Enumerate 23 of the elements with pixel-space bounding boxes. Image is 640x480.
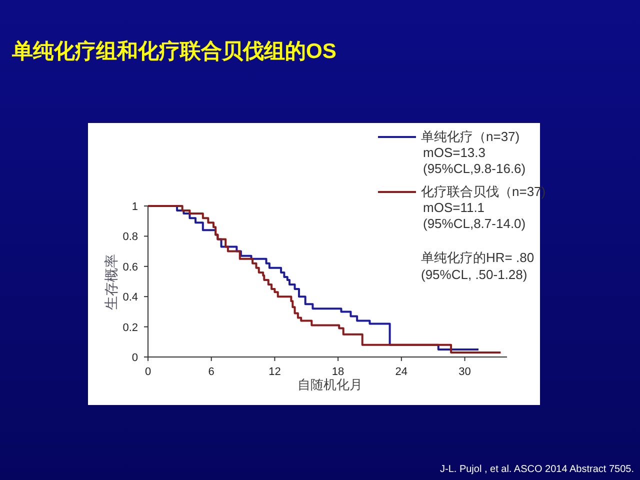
text: mOS=13.3 [423,145,486,160]
y-tick-label: 0 [132,352,138,364]
x-axis-title: 自随机化月 [298,377,362,392]
x-tick-label: 12 [268,366,281,378]
y-tick-label: 1 [132,201,138,213]
y-tick-label: 0.4 [122,292,138,304]
x-tick-label: 6 [208,366,214,378]
y-axis-title: 生存概率 [103,254,119,310]
annotation: (95%CL,8.7-14.0) [423,216,526,231]
x-tick-label: 0 [144,366,152,378]
x-tick-label: 30 [458,366,471,378]
annotation: (95%CL, .50-1.28) [421,267,528,282]
x-tick-label: 24 [395,366,408,378]
y-tick-label: 0.6 [122,261,138,274]
y-tick-label: 0.2 [122,322,138,334]
text: J-L. Pujol , et al. ASCO 2014 Abstract 7505. [440,464,634,475]
annotation: 单纯化疗的HR= .80 [421,250,534,265]
annotation: mOS=11.1 [423,200,485,215]
chart-title: 单纯化疗组和化疗联合贝伐组的OS [11,39,336,63]
x-tick-label: 18 [332,366,344,378]
y-tick-label: 0.8 [122,231,138,244]
text: (95%CL,9.8-16.6) [423,161,526,176]
legend-label: 单纯化疗（n=37) [421,129,520,144]
